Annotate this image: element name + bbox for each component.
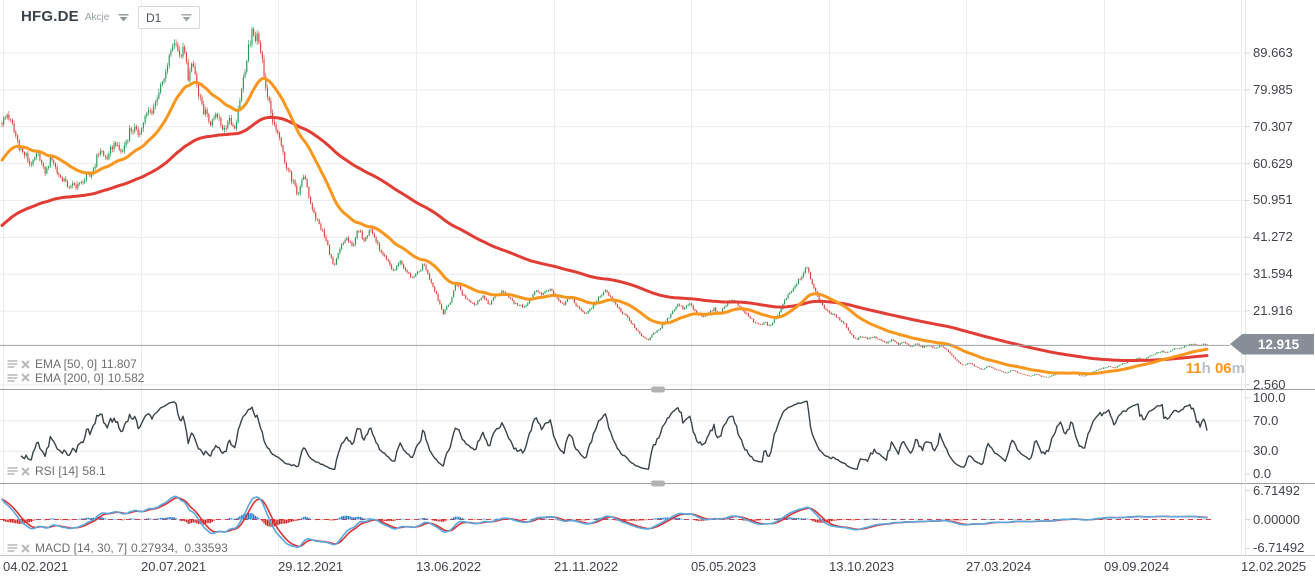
indicator-settings-icon[interactable] [7,373,18,383]
market-type-label: Akcje [84,12,110,23]
countdown-minutes-unit: m [1231,360,1245,377]
rsi-panel [20,400,1208,471]
indicator-remove-icon[interactable] [21,466,30,476]
ema50-legend: EMA [50, 0] 11.807 [7,357,137,371]
current-price-value: 12.915 [1257,336,1300,352]
indicator-value: 11.807 [101,357,137,371]
symbol-name: HFG.DE [21,8,79,25]
indicator-label: RSI [14] [35,464,79,478]
countdown-hours: 11 [1185,360,1202,377]
macd-histogram-negative [3,519,1208,527]
indicator-remove-icon[interactable] [21,543,30,553]
current-price-badge: 12.915 [1230,333,1314,355]
indicator-remove-icon[interactable] [21,359,30,369]
indicator-value: 10.582 [107,370,145,385]
macd-panel [0,495,1213,548]
candle-wicks-down [1,26,1208,378]
candles-down [1,28,1208,378]
macd-histogram-positive [1,512,1194,520]
symbol-selector[interactable]: HFG.DE Akcje [21,8,129,25]
macd-legend: MACD [14, 30, 7] 0.27934, 0.33593 [7,541,228,555]
ema200-legend: EMA [200, 0] 10.582 [7,371,144,385]
timeframe-value: D1 [146,10,162,25]
indicator-label: EMA [200, 0] [35,370,104,385]
chart-header: HFG.DE Akcje D1 [0,0,1315,34]
countdown-hours-unit: h [1201,360,1211,377]
panel-resize-handle[interactable] [651,386,665,393]
price-panel [0,26,1209,378]
countdown-minutes: 06 [1214,360,1232,377]
macd-line [1,495,1208,548]
timeframe-dropdown[interactable]: D1 [138,6,200,29]
indicator-settings-icon[interactable] [7,359,18,369]
chevron-down-icon [118,13,129,21]
candle-countdown: 11h 06m [1100,360,1245,377]
candles-up [3,28,1205,378]
indicator-value: 0.27934, 0.33593 [131,541,228,555]
indicator-remove-icon[interactable] [21,373,30,382]
candle-wicks-up [3,26,1204,378]
chevron-down-icon [181,13,192,21]
indicator-settings-icon[interactable] [7,466,18,476]
rsi-legend: RSI [14] 58.1 [7,464,106,478]
panel-resize-handle[interactable] [651,480,665,487]
ema200-line [0,115,1209,363]
indicator-label: EMA [50, 0] [35,357,98,371]
indicator-label: MACD [14, 30, 7] [35,541,128,555]
ema50-line [0,76,1209,376]
indicator-value: 58.1 [82,464,106,478]
rsi-line [20,400,1208,471]
indicator-settings-icon[interactable] [7,543,18,553]
